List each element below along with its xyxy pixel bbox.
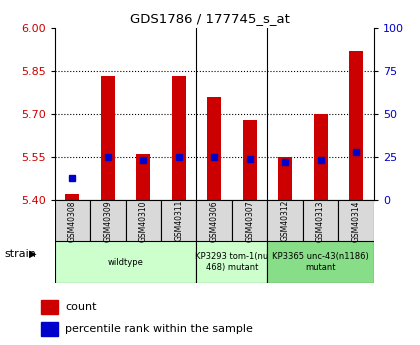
Bar: [349, 51, 363, 200]
Bar: [313, 114, 328, 200]
Bar: [90, 200, 126, 242]
Bar: [339, 200, 374, 242]
Text: GSM40313: GSM40313: [316, 200, 325, 242]
Bar: [65, 194, 79, 200]
Bar: [126, 200, 161, 242]
Bar: [232, 200, 268, 242]
Bar: [268, 241, 374, 283]
Bar: [136, 154, 150, 200]
Bar: [197, 200, 232, 242]
Text: KP3365 unc-43(n1186)
mutant: KP3365 unc-43(n1186) mutant: [272, 253, 369, 272]
Text: GSM40308: GSM40308: [68, 200, 77, 242]
Text: wildtype: wildtype: [108, 258, 144, 267]
Text: ▶: ▶: [29, 249, 36, 258]
Text: count: count: [65, 302, 97, 312]
Bar: [161, 200, 197, 242]
Bar: [268, 200, 303, 242]
Text: percentile rank within the sample: percentile rank within the sample: [65, 324, 253, 334]
Bar: [101, 77, 115, 200]
Text: KP3293 tom-1(nu
468) mutant: KP3293 tom-1(nu 468) mutant: [195, 253, 268, 272]
Bar: [303, 200, 339, 242]
Text: GSM40310: GSM40310: [139, 200, 148, 242]
Bar: [55, 241, 197, 283]
Bar: [197, 241, 268, 283]
Bar: [41, 322, 58, 336]
Text: GDS1786 / 177745_s_at: GDS1786 / 177745_s_at: [130, 12, 290, 25]
Bar: [55, 200, 90, 242]
Bar: [243, 120, 257, 200]
Text: GSM40307: GSM40307: [245, 200, 254, 242]
Text: strain: strain: [4, 249, 36, 258]
Bar: [172, 77, 186, 200]
Bar: [278, 157, 292, 200]
Text: GSM40311: GSM40311: [174, 200, 183, 242]
Text: GSM40306: GSM40306: [210, 200, 219, 242]
Text: GSM40309: GSM40309: [103, 200, 112, 242]
Text: GSM40314: GSM40314: [352, 200, 360, 242]
Text: GSM40312: GSM40312: [281, 200, 290, 242]
Bar: [207, 97, 221, 200]
Bar: [41, 300, 58, 314]
